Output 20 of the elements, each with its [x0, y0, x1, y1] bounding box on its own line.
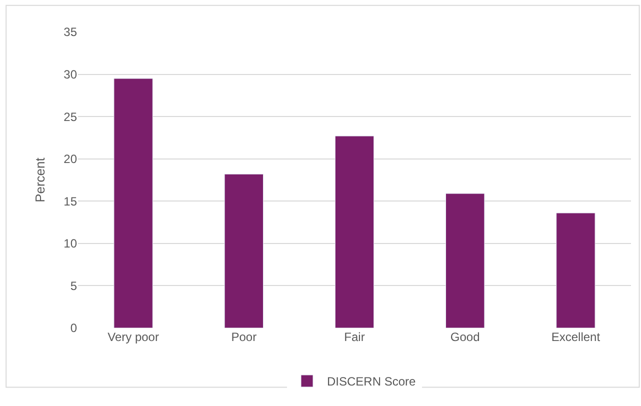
y-tick-label: 5 [70, 278, 78, 293]
y-tick-label: 15 [64, 194, 78, 208]
y-axis-title: Percent [32, 157, 48, 202]
y-tick-label: 30 [64, 67, 78, 82]
x-tick-label: Good [450, 330, 480, 344]
bar [114, 78, 153, 328]
x-tick-label: Excellent [551, 330, 601, 344]
y-tick-label: 20 [64, 152, 78, 166]
bar [224, 174, 264, 328]
x-tick-label: Fair [344, 330, 365, 344]
y-tick-label: 0 [70, 321, 78, 336]
y-tick-label: 35 [64, 25, 78, 40]
x-tick-label: Very poor [108, 330, 159, 344]
y-tick-label: 25 [64, 110, 78, 124]
x-tick-label: Poor [231, 330, 257, 344]
bar [334, 136, 374, 328]
y-tick-label: 10 [64, 236, 78, 251]
legend-label: DISCERN Score [327, 374, 416, 389]
bar [446, 193, 485, 328]
bar [556, 212, 596, 328]
